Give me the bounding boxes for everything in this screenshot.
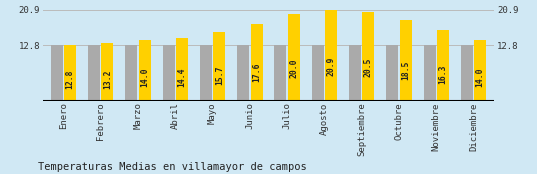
- Bar: [163, 45, 175, 101]
- Text: 15.7: 15.7: [215, 65, 224, 85]
- Bar: [288, 14, 300, 101]
- Text: Temperaturas Medias en villamayor de campos: Temperaturas Medias en villamayor de cam…: [38, 162, 306, 172]
- Text: 20.9: 20.9: [326, 57, 336, 76]
- Bar: [251, 24, 263, 101]
- Bar: [64, 45, 76, 101]
- Bar: [400, 20, 412, 101]
- Bar: [274, 45, 286, 101]
- Bar: [176, 38, 188, 101]
- Text: 13.2: 13.2: [103, 69, 112, 89]
- Text: 14.0: 14.0: [140, 68, 149, 88]
- Bar: [237, 45, 249, 101]
- Text: 18.5: 18.5: [401, 61, 410, 80]
- Text: 17.6: 17.6: [252, 62, 261, 81]
- Bar: [139, 40, 151, 101]
- Text: 16.3: 16.3: [439, 64, 447, 84]
- Bar: [200, 45, 212, 101]
- Bar: [101, 43, 113, 101]
- Bar: [474, 40, 486, 101]
- Bar: [437, 30, 449, 101]
- Bar: [213, 33, 225, 101]
- Bar: [312, 45, 324, 101]
- Text: 14.4: 14.4: [178, 67, 186, 87]
- Bar: [362, 11, 374, 101]
- Text: 12.8: 12.8: [66, 70, 75, 89]
- Bar: [349, 45, 361, 101]
- Bar: [461, 45, 473, 101]
- Bar: [125, 45, 137, 101]
- Text: 14.0: 14.0: [476, 68, 485, 88]
- Bar: [88, 45, 100, 101]
- Bar: [424, 45, 436, 101]
- Text: 20.0: 20.0: [289, 58, 299, 78]
- Bar: [386, 45, 398, 101]
- Bar: [51, 45, 63, 101]
- Bar: [325, 10, 337, 101]
- Text: 20.5: 20.5: [364, 57, 373, 77]
